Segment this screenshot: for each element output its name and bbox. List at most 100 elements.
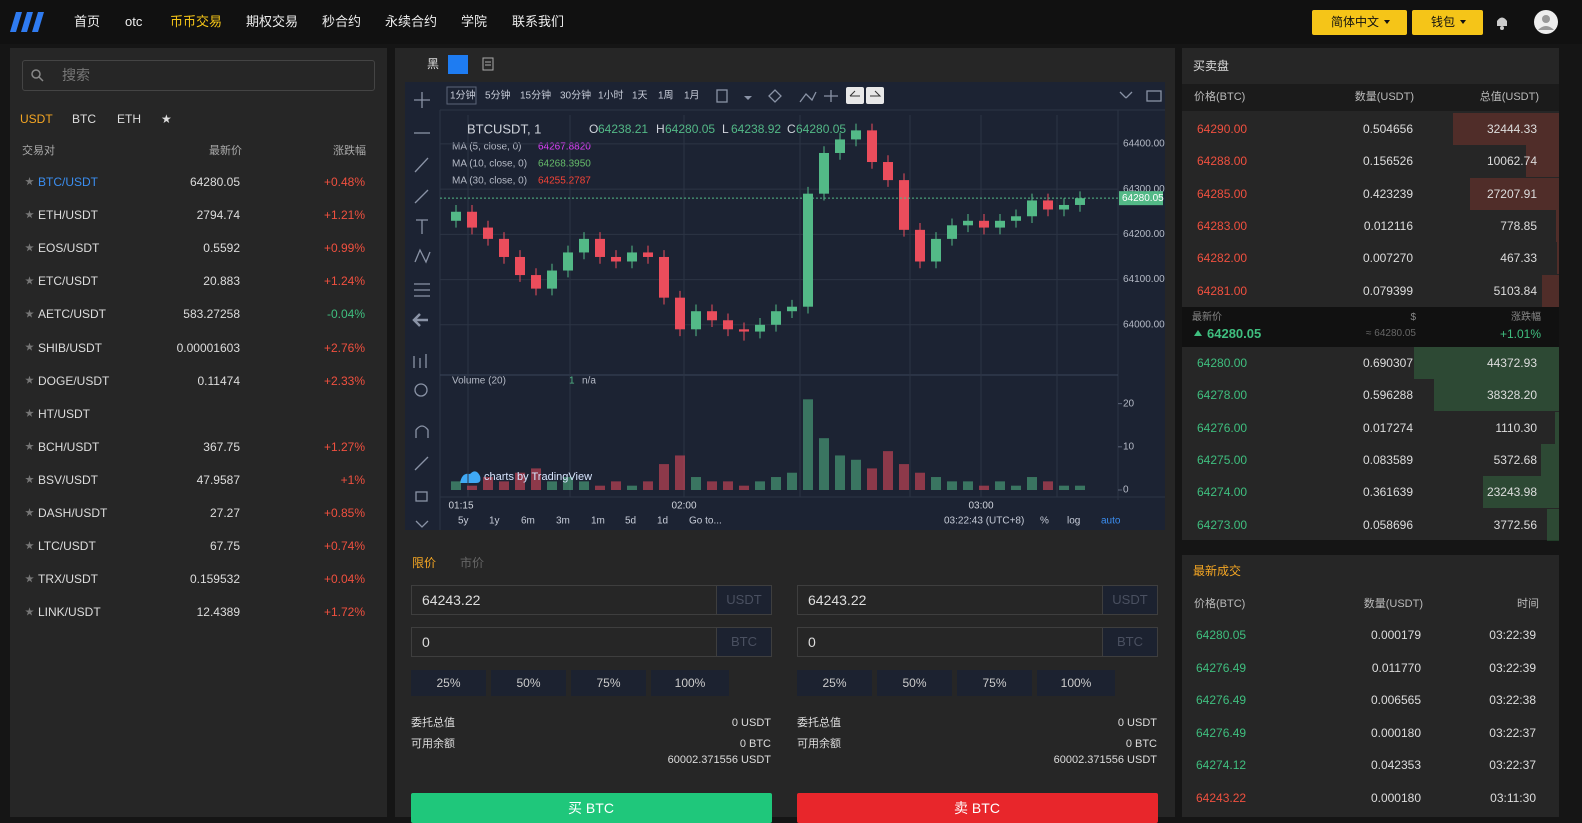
market-tab[interactable]: USDT: [20, 112, 53, 126]
input[interactable]: [797, 585, 1103, 615]
doc-icon[interactable]: [482, 57, 494, 71]
star-icon[interactable]: [25, 243, 34, 252]
book-price[interactable]: 64285.00: [1197, 186, 1248, 201]
star-icon[interactable]: [25, 607, 34, 616]
price: 67.75: [209, 539, 240, 554]
pair[interactable]: ETC/USDT: [38, 274, 98, 289]
book-qty: 0.690307: [1362, 356, 1413, 370]
unit-label: USDT: [726, 592, 762, 607]
trade-time: 03:22:39: [1489, 628, 1536, 642]
pct-button[interactable]: [1037, 670, 1115, 696]
nav-item[interactable]: 秒合约: [322, 14, 362, 29]
pair[interactable]: BCH/USDT: [38, 439, 100, 454]
book-price[interactable]: 64275.00: [1197, 452, 1248, 467]
pct-button[interactable]: [877, 670, 952, 696]
col-header: 数量(USDT): [1363, 598, 1423, 610]
order-tab[interactable]: 限价: [412, 556, 437, 570]
ohlc-label: L: [722, 122, 729, 136]
interval: 15分钟: [520, 89, 551, 102]
star-icon[interactable]: [25, 177, 34, 186]
volume-bar: [611, 481, 621, 490]
volume-bar: [915, 472, 925, 490]
volume-bar: [467, 485, 477, 490]
pair[interactable]: BSV/USDT: [38, 472, 99, 487]
pair[interactable]: AETC/USDT: [38, 307, 107, 322]
pair[interactable]: BTC/USDT: [38, 175, 98, 189]
pct-button[interactable]: [797, 670, 872, 696]
star-icon[interactable]: [25, 474, 34, 484]
lang-button[interactable]: [1312, 10, 1407, 35]
pair[interactable]: HT/USDT: [38, 406, 90, 421]
market-tab[interactable]: BTC: [72, 112, 96, 126]
book-price[interactable]: 64283.00: [1197, 218, 1248, 233]
theme-swatch[interactable]: [448, 55, 468, 74]
nav-item[interactable]: 币币交易: [170, 14, 223, 29]
nav-item[interactable]: 联系我们: [512, 14, 565, 29]
pair[interactable]: TRX/USDT: [38, 572, 98, 587]
star-icon[interactable]: [25, 276, 34, 285]
book-price[interactable]: 64274.00: [1197, 485, 1248, 500]
nav-item[interactable]: 永续合约: [385, 14, 438, 29]
star-icon[interactable]: [25, 408, 34, 417]
search-box[interactable]: [22, 60, 375, 91]
pct-button[interactable]: [957, 670, 1032, 696]
star-icon[interactable]: [25, 210, 34, 219]
nav-item[interactable]: 学院: [461, 14, 488, 29]
pct-button[interactable]: [491, 670, 566, 696]
pct-button[interactable]: [571, 670, 646, 696]
star-icon[interactable]: [25, 574, 34, 583]
book-price[interactable]: 64288.00: [1197, 154, 1248, 169]
nav-item[interactable]: 期权交易: [246, 14, 299, 29]
star-icon[interactable]: [25, 309, 34, 318]
pair[interactable]: SHIB/USDT: [38, 340, 103, 355]
y-tick-label: 64400.00: [1123, 139, 1165, 150]
market-tab[interactable]: ★: [161, 112, 172, 126]
order-tab[interactable]: 市价: [460, 556, 485, 570]
pair[interactable]: DASH/USDT: [38, 506, 108, 520]
pct-label: 50%: [902, 676, 927, 690]
trade-price: 64243.22: [1196, 791, 1247, 805]
candle-body: [947, 225, 957, 239]
book-price[interactable]: 64281.00: [1197, 283, 1248, 298]
col-header: 价格(BTC): [1194, 598, 1246, 610]
volume-bar: [451, 481, 461, 490]
market-tab[interactable]: ETH: [117, 112, 141, 126]
pair[interactable]: ETH/USDT: [38, 208, 98, 223]
symbol: BTCUSDT, 1: [467, 121, 541, 136]
book-price[interactable]: 64282.00: [1197, 251, 1248, 266]
logo[interactable]: [10, 8, 46, 36]
pair[interactable]: DOGE/USDT: [38, 373, 110, 388]
input[interactable]: [411, 585, 717, 615]
star-icon[interactable]: [25, 541, 34, 550]
book-price[interactable]: 64278.00: [1197, 388, 1248, 403]
star-icon[interactable]: [25, 508, 34, 517]
pair[interactable]: EOS/USDT: [38, 241, 100, 256]
book-price[interactable]: 64290.00: [1197, 122, 1248, 136]
avatar[interactable]: [1534, 10, 1558, 34]
ohlc-value: 64238.92: [731, 122, 781, 136]
pair[interactable]: LTC/USDT: [38, 539, 96, 554]
wallet-button[interactable]: [1412, 10, 1483, 35]
pct-button[interactable]: [411, 670, 486, 696]
candle-body: [499, 238, 509, 257]
input[interactable]: [797, 627, 1103, 657]
pct-button[interactable]: [651, 670, 729, 696]
input[interactable]: [411, 627, 717, 657]
pair[interactable]: LINK/USDT: [38, 605, 101, 620]
star-icon[interactable]: [25, 342, 34, 351]
nav-item[interactable]: otc: [125, 14, 143, 29]
y-tick-label: 64200.00: [1123, 229, 1165, 240]
change: +2.33%: [323, 373, 365, 388]
book-total: 44372.93: [1486, 356, 1537, 370]
star-icon[interactable]: [25, 441, 34, 450]
candle-body: [1027, 200, 1037, 217]
book-price[interactable]: 64276.00: [1197, 420, 1248, 435]
nav-item[interactable]: 首页: [74, 14, 101, 29]
theme-label: 黑: [427, 57, 440, 71]
star-icon[interactable]: [25, 375, 34, 384]
book-price[interactable]: 64280.00: [1197, 356, 1248, 370]
bell-icon[interactable]: [1495, 14, 1509, 30]
book-price[interactable]: 64273.00: [1197, 517, 1248, 532]
ohlc-value: 64280.05: [796, 122, 846, 136]
candle-body: [483, 227, 493, 239]
